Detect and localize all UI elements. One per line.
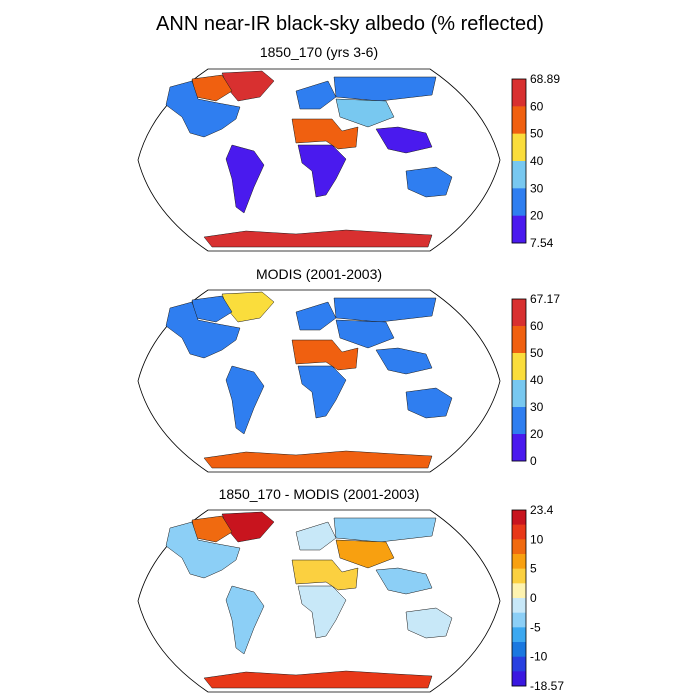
colorbar-tick-label: 40 [530, 373, 544, 387]
colorbar-tick-label: 20 [530, 209, 544, 223]
region-north-america [165, 521, 241, 579]
region-europe [295, 80, 337, 110]
panel-1-title: 1850_170 (yrs 3-6) [259, 44, 379, 60]
region-southeast-asia [375, 567, 433, 595]
colorbar-tick-label: 60 [530, 319, 544, 333]
region-central-asia [335, 319, 395, 349]
colorbar-segment [512, 583, 526, 599]
colorbar-tick-label: 40 [530, 154, 544, 168]
colorbar-tick-label: 23.4 [530, 503, 554, 517]
region-north-america [165, 301, 241, 359]
colorbar-segment [512, 380, 526, 408]
region-siberia [333, 76, 437, 102]
colorbar-tick-label: 0 [530, 454, 537, 468]
region-central-asia [335, 98, 395, 128]
colorbar-segment [512, 326, 526, 354]
colorbar-tick-label: -5 [530, 620, 541, 634]
panel-1-colorbar: 68.89 60 50 40 30 20 7.54 [511, 72, 560, 250]
colorbar-tick-label: -18.57 [530, 679, 564, 693]
region-sahara-arabia [291, 339, 359, 371]
colorbar-tick-label: 20 [530, 427, 544, 441]
region-central-africa [297, 365, 347, 419]
colorbar-segment [512, 434, 526, 462]
colorbar-tick-label: 5 [530, 562, 537, 576]
colorbar-segment [512, 524, 526, 540]
colorbar-tick-label: 10 [530, 532, 544, 546]
colorbar-segment [512, 188, 526, 216]
colorbar-tick-label: 0 [530, 591, 537, 605]
figure-title: ANN near-IR black-sky albedo (% reflecte… [156, 13, 544, 35]
panel-1-map [137, 68, 501, 252]
region-siberia [333, 297, 437, 323]
colorbar-tick-label: 30 [530, 181, 544, 195]
colorbar-tick-label: 60 [530, 99, 544, 113]
region-south-america [225, 144, 265, 214]
colorbar-segment [512, 627, 526, 643]
region-north-america [165, 80, 241, 138]
colorbar-segment [512, 642, 526, 657]
colorbar-tick-label: 7.54 [530, 236, 554, 250]
region-australia [405, 607, 453, 639]
colorbar-segment [512, 539, 526, 555]
region-south-america [225, 585, 265, 655]
region-australia [405, 166, 453, 198]
colorbar-segment [512, 299, 526, 327]
colorbar-segment [512, 161, 526, 189]
region-sahara-arabia [291, 559, 359, 591]
panel-2-map [137, 289, 501, 473]
region-southeast-asia [375, 126, 433, 154]
colorbar-segment [512, 79, 526, 107]
region-australia [405, 387, 453, 419]
colorbar-tick-label: 30 [530, 400, 544, 414]
region-central-africa [297, 144, 347, 198]
colorbar-segment [512, 598, 526, 613]
colorbar-tick-label: 50 [530, 346, 544, 360]
colorbar-segment [512, 671, 526, 687]
colorbar-tick-label: 67.17 [530, 292, 560, 306]
region-southeast-asia [375, 347, 433, 375]
colorbar-segment [512, 510, 526, 525]
colorbar-segment [512, 568, 526, 584]
panel-2-title: MODIS (2001-2003) [255, 266, 383, 282]
colorbar-segment [512, 656, 526, 672]
colorbar-segment [512, 133, 526, 162]
panel-2-colorbar: 67.17 60 50 40 30 20 0 [511, 292, 560, 468]
region-central-africa [297, 585, 347, 639]
region-siberia [333, 517, 437, 543]
colorbar-tick-label: 68.89 [530, 72, 560, 86]
region-europe [295, 301, 337, 331]
colorbar-tick-label: -10 [530, 650, 548, 664]
region-south-america [225, 365, 265, 435]
colorbar-segment [512, 215, 526, 244]
panel-3-title: 1850_170 - MODIS (2001-2003) [218, 486, 420, 502]
region-central-asia [335, 539, 395, 569]
panel-3-map [137, 509, 501, 693]
panel-3-colorbar: 23.4 10 5 0 -5 -10 -18.57 [511, 503, 564, 693]
colorbar-segment [512, 407, 526, 435]
region-antarctica [203, 450, 433, 469]
colorbar-segment [512, 554, 526, 569]
colorbar-segment [512, 106, 526, 134]
colorbar-segment [512, 612, 526, 628]
colorbar-tick-label: 50 [530, 127, 544, 141]
region-antarctica [203, 670, 433, 689]
region-sahara-arabia [291, 118, 359, 150]
region-antarctica [203, 229, 433, 248]
colorbar-segment [512, 353, 526, 381]
region-europe [295, 521, 337, 551]
